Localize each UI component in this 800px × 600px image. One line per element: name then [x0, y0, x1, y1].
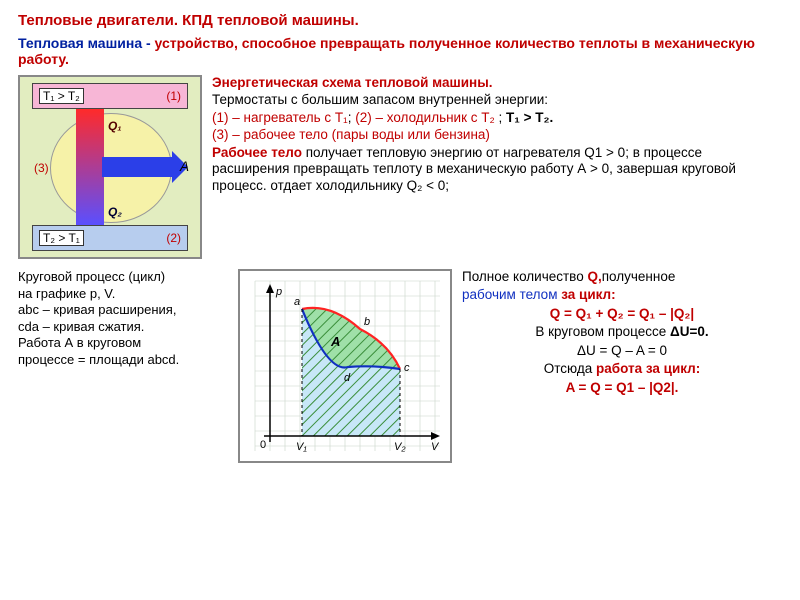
ct-l1: Круговой процесс (цикл)	[18, 269, 228, 285]
ct-l6: процессе = площади abcd.	[18, 352, 228, 368]
qtot-q: Q,	[587, 269, 601, 284]
qtot-3: рабочим телом	[462, 287, 561, 302]
q2-label: Q₂	[108, 205, 122, 219]
ct-l4: cda – кривая сжатия.	[18, 319, 228, 335]
du-1: В круговом процессе	[535, 324, 670, 339]
svg-text:a: a	[294, 296, 300, 308]
q1-label: Q₁	[108, 119, 122, 133]
heater-num: (1)	[166, 89, 181, 103]
svg-text:c: c	[404, 362, 410, 374]
ct-l5: Работа А в круговом	[18, 335, 228, 351]
t1-label: T₁ > T₂	[39, 88, 84, 104]
work-2: работа за цикл:	[596, 361, 700, 376]
work-1: Отсюда	[544, 361, 596, 376]
qtot-4: за цикл:	[561, 287, 615, 302]
eq-a: A = Q = Q1 – |Q2|.	[462, 380, 782, 396]
formulas: Полное количество Q,полученное рабочим т…	[462, 269, 782, 398]
energy-diagram: T₁ > T₂ (1) T₂ > T₁ (2) Q₁ Q₂ A (3)	[18, 75, 202, 259]
page-title: Тепловые двигатели. КПД тепловой машины.	[18, 12, 782, 29]
eq-q: Q = Q₁ + Q₂ = Q₁ – |Q₂|	[462, 306, 782, 322]
du-eq: ΔU = Q – A = 0	[462, 343, 782, 359]
schema-body: (3) – рабочее тело (пары воды или бензин…	[212, 127, 782, 143]
pv-svg: a b c d Ap V 0 V₁ V₂	[240, 271, 450, 461]
svg-text:p: p	[275, 286, 282, 298]
schema-cooler: (2) – холодильник с T₂	[355, 110, 495, 125]
body-num: (3)	[34, 161, 49, 175]
cooler-bar: T₂ > T₁ (2)	[32, 225, 188, 251]
svg-text:V: V	[431, 441, 440, 453]
cycle-text: Круговой процесс (цикл) на графике p, V.…	[18, 269, 228, 369]
heat-flow-arrow	[76, 109, 104, 225]
ct-l3: abc – кривая расширения,	[18, 302, 228, 318]
svg-text:0: 0	[260, 439, 266, 451]
cooler-num: (2)	[166, 231, 181, 245]
pv-chart: a b c d Ap V 0 V₁ V₂	[238, 269, 452, 463]
schema-heater: (1) – нагреватель с T₁	[212, 110, 348, 125]
t2-label: T₂ > T₁	[39, 230, 84, 246]
heater-bar: T₁ > T₂ (1)	[32, 83, 188, 109]
svg-text:d: d	[344, 372, 351, 384]
svg-text:V₁: V₁	[296, 441, 307, 453]
a-label: A	[180, 159, 189, 174]
schema-l2: Термостаты с большим запасом внутренней …	[212, 92, 782, 108]
definition: Тепловая машина - устройство, способное …	[18, 35, 782, 67]
term: Тепловая машина -	[18, 35, 155, 51]
svg-text:b: b	[364, 316, 370, 328]
schema-body-term: Рабочее тело	[212, 145, 306, 160]
schema-ineq: T₁ > T₂.	[506, 110, 553, 125]
work-arrow	[102, 157, 172, 177]
svg-text:A: A	[330, 334, 340, 349]
schema-text: Энергетическая схема тепловой машины. Те…	[212, 75, 782, 195]
qtot-2: полученное	[602, 269, 676, 284]
schema-title: Энергетическая схема тепловой машины.	[212, 75, 492, 90]
qtot-1: Полное количество	[462, 269, 587, 284]
du-2: ΔU=0.	[670, 324, 709, 339]
svg-text:V₂: V₂	[394, 441, 406, 453]
ct-l2: на графике p, V.	[18, 286, 228, 302]
